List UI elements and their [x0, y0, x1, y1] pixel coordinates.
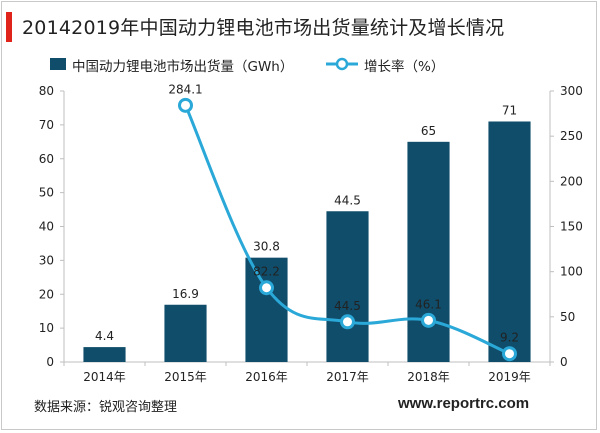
growth-rate-line [184, 104, 511, 356]
bar-data-label: 16.9 [172, 287, 199, 301]
legend-line-label: 增长率（%） [364, 59, 445, 75]
x-axis-tick-label: 2014年 [83, 370, 126, 384]
line-data-label: 9.2 [500, 331, 519, 345]
right-axis-tick-label: 200 [560, 174, 583, 188]
growth-rate-point [259, 280, 274, 296]
left-axis-tick-label: 50 [39, 186, 54, 200]
bar-data-label: 4.4 [95, 329, 114, 343]
growth-rate-point [421, 312, 436, 328]
line-data-label: 284.1 [168, 82, 202, 96]
watermark: www.reportrc.com [398, 395, 530, 412]
legend-bar-swatch [50, 58, 66, 70]
x-axis-tick-label: 2019年 [488, 370, 531, 384]
legend-bar-label: 中国动力锂电池市场出货量（GWh） [72, 59, 294, 75]
left-axis-tick-label: 40 [39, 220, 54, 234]
x-axis-tick-label: 2017年 [326, 370, 369, 384]
left-axis-tick-label: 20 [39, 287, 54, 301]
left-axis-tick-label: 80 [39, 84, 54, 98]
left-axis-tick-label: 70 [39, 118, 54, 132]
bar [407, 141, 450, 362]
line-data-label: 44.5 [334, 299, 361, 313]
right-axis-tick-label: 300 [560, 84, 583, 98]
right-axis-tick-label: 50 [560, 310, 575, 324]
bar [326, 211, 369, 362]
title-accent-bar [6, 12, 12, 42]
bar-data-label: 44.5 [334, 193, 361, 207]
source-note: 数据来源：锐观咨询整理 [34, 400, 178, 415]
chart-title: 20142019年中国动力锂电池市场出货量统计及增长情况 [22, 17, 505, 39]
line-data-label: 46.1 [415, 297, 442, 311]
growth-rate-point [502, 346, 517, 362]
line-data-label: 82.2 [253, 265, 280, 279]
x-axis-tick-label: 2016年 [245, 370, 288, 384]
legend-line-swatch [326, 57, 358, 71]
x-axis-tick-label: 2018年 [407, 370, 450, 384]
bar [245, 257, 288, 362]
bar [83, 347, 126, 362]
x-axis-tick-label: 2015年 [164, 370, 207, 384]
bar [488, 121, 531, 362]
growth-rate-point [340, 314, 355, 330]
right-axis-tick-label: 150 [560, 220, 583, 234]
right-axis-tick-label: 100 [560, 265, 583, 279]
bar-data-label: 30.8 [253, 240, 280, 254]
growth-rate-point [178, 97, 193, 113]
left-axis-tick-label: 30 [39, 253, 54, 267]
right-axis-tick-label: 250 [560, 129, 583, 143]
left-axis-tick-label: 60 [39, 152, 54, 166]
bar-data-label: 65 [421, 124, 436, 138]
left-axis-tick-label: 10 [39, 321, 54, 335]
left-axis-tick-label: 0 [46, 355, 54, 369]
bar-data-label: 71 [502, 103, 517, 117]
bar [164, 304, 207, 362]
right-axis-tick-label: 0 [560, 355, 568, 369]
